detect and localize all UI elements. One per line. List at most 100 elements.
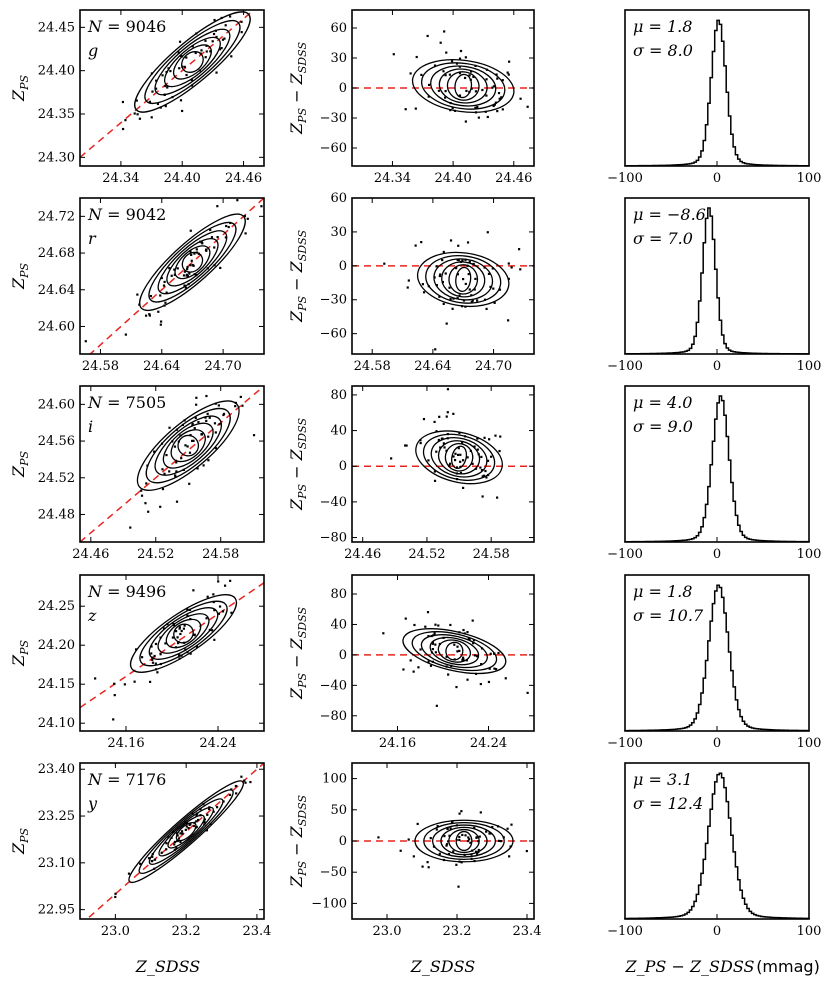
scatter-point [447,840,450,843]
mean-annotation: μ = 4.0 [633,393,692,412]
scatter-point [148,314,151,317]
scatter-point [164,84,167,88]
scatter-point [449,827,452,830]
scatter-point [471,619,474,622]
scatter-point [447,673,450,676]
scatter-point [183,270,187,273]
scatter-point [488,667,491,670]
scatter-point [459,471,463,475]
scatter-point [497,91,501,95]
scatter-point [485,78,488,81]
scatter-point [195,403,198,406]
scatter-point [121,100,125,104]
scatter-point [383,262,386,265]
scatter-point [445,51,448,54]
x-tick-label: 0 [713,924,721,939]
scatter-point [254,755,256,757]
scatter-point [437,438,440,442]
panel-hist-r: −100 0 100 μ = −8.6 σ = 7.0 [607,197,821,374]
x-tick-label: −100 [607,736,643,751]
y-tick-label: −60 [320,327,347,342]
x-tick-label: −100 [607,547,643,562]
scatter-point [498,449,501,453]
scatter-point [228,793,232,796]
scatter-point [433,470,436,473]
scatter-point [195,248,198,251]
scatter-point [429,664,433,667]
scatter-point [407,279,410,282]
x-tick-label: 23.2 [443,924,472,939]
scatter-point [464,834,467,837]
scatter-point [454,452,457,455]
contours [402,628,507,675]
panel-hist-g: −100 0 100 μ = 1.8 σ = 8.0 [607,9,821,186]
scatter-point [190,78,193,81]
scatter-point [466,456,469,459]
scatter-point [377,836,380,839]
scatter-point [435,430,438,433]
scatter-point [154,642,158,646]
scatter-point [200,241,203,244]
scatter-point [382,632,385,635]
scatter-point [442,302,445,306]
scatter-point [173,843,176,846]
scatter-point [195,814,198,817]
scatter-point [178,626,181,629]
scatter-point [439,273,442,276]
scatter-point [186,445,189,448]
scatter-point [497,651,500,655]
scatter-point [466,630,469,634]
contour-level [430,65,497,107]
scatter-point [495,73,498,76]
scatter-point [94,677,97,680]
x-tick-label: −100 [607,924,643,939]
y-tick-label: 24.68 [38,246,75,261]
scatter-point [453,643,456,646]
scatter-point [178,654,181,657]
scatter-point [458,72,462,75]
scatter-point [494,434,497,437]
scatter-point [480,663,483,666]
scatter-point [434,651,437,654]
plot-area [85,755,264,919]
scatter-point [464,120,467,123]
scatter-point [414,244,417,247]
sigma-annotation: σ = 10.7 [633,606,704,625]
contour-level [145,407,231,484]
scatter-point [168,426,171,429]
scatter-point [485,94,488,97]
scatter-point [433,632,436,635]
scatter-point [474,277,477,280]
scatter-point [477,840,480,843]
scatter-point [475,852,479,855]
y-tick-label: 80 [330,587,347,602]
row-z: 24.16 24.24 24.10 24.15 24.20 24.25 N = 9496 z Z… [9,574,821,751]
scatter-point [446,411,449,414]
scatter-point [477,848,480,852]
scatter-point [461,833,464,837]
panel-mid-i: 24.46 24.52 24.58 80 40 0 −40 −80 ZPS − ZSDSS [287,385,535,562]
y-label-left: ZPS [9,640,31,668]
contour-level [415,430,503,485]
scatter-point [426,611,430,614]
scatter-point [225,224,228,228]
y-tick-label: −40 [320,678,347,693]
row-r: 24.58 24.64 24.70 24.60 24.64 24.68 24.72 N = 9… [9,191,821,374]
scatter-point [148,313,151,316]
scatter-point [161,468,164,471]
scatter-point [224,236,227,239]
contour-level [425,255,502,304]
scatter-point [133,112,136,115]
panel-frame [79,385,265,543]
scatter-point [184,286,187,289]
scatter-point [169,69,172,73]
contour-level [440,826,488,856]
scatter-point [452,455,455,458]
scatter-point [217,580,220,583]
plot-area [352,611,534,707]
band-label: y [87,794,98,813]
scatter-point [133,680,136,683]
scatter-point [471,299,474,302]
scatter-point [243,214,246,218]
scatter-point [392,53,395,56]
